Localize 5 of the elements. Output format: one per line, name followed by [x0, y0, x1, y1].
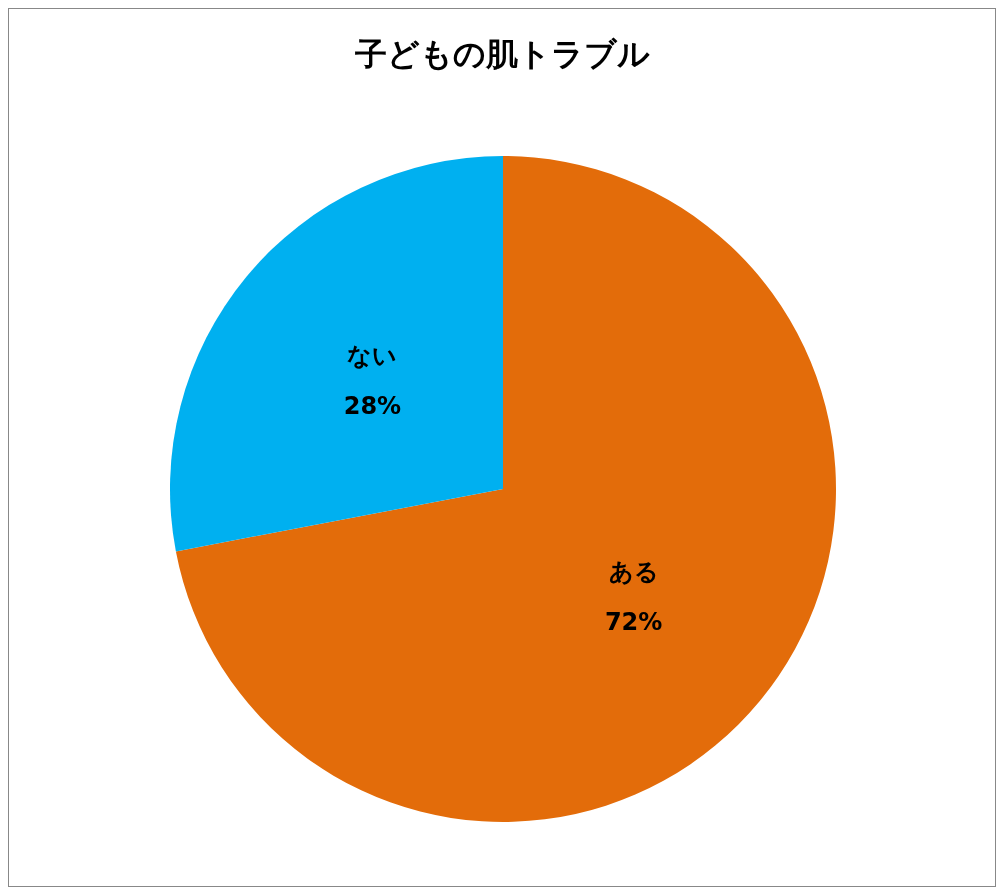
chart-title: 子どもの肌トラブル: [353, 35, 650, 73]
data-label: 72%: [604, 608, 663, 637]
slice-label: ない: [347, 341, 398, 370]
data-label: 28%: [343, 391, 402, 420]
slice-label: ある: [608, 558, 659, 587]
